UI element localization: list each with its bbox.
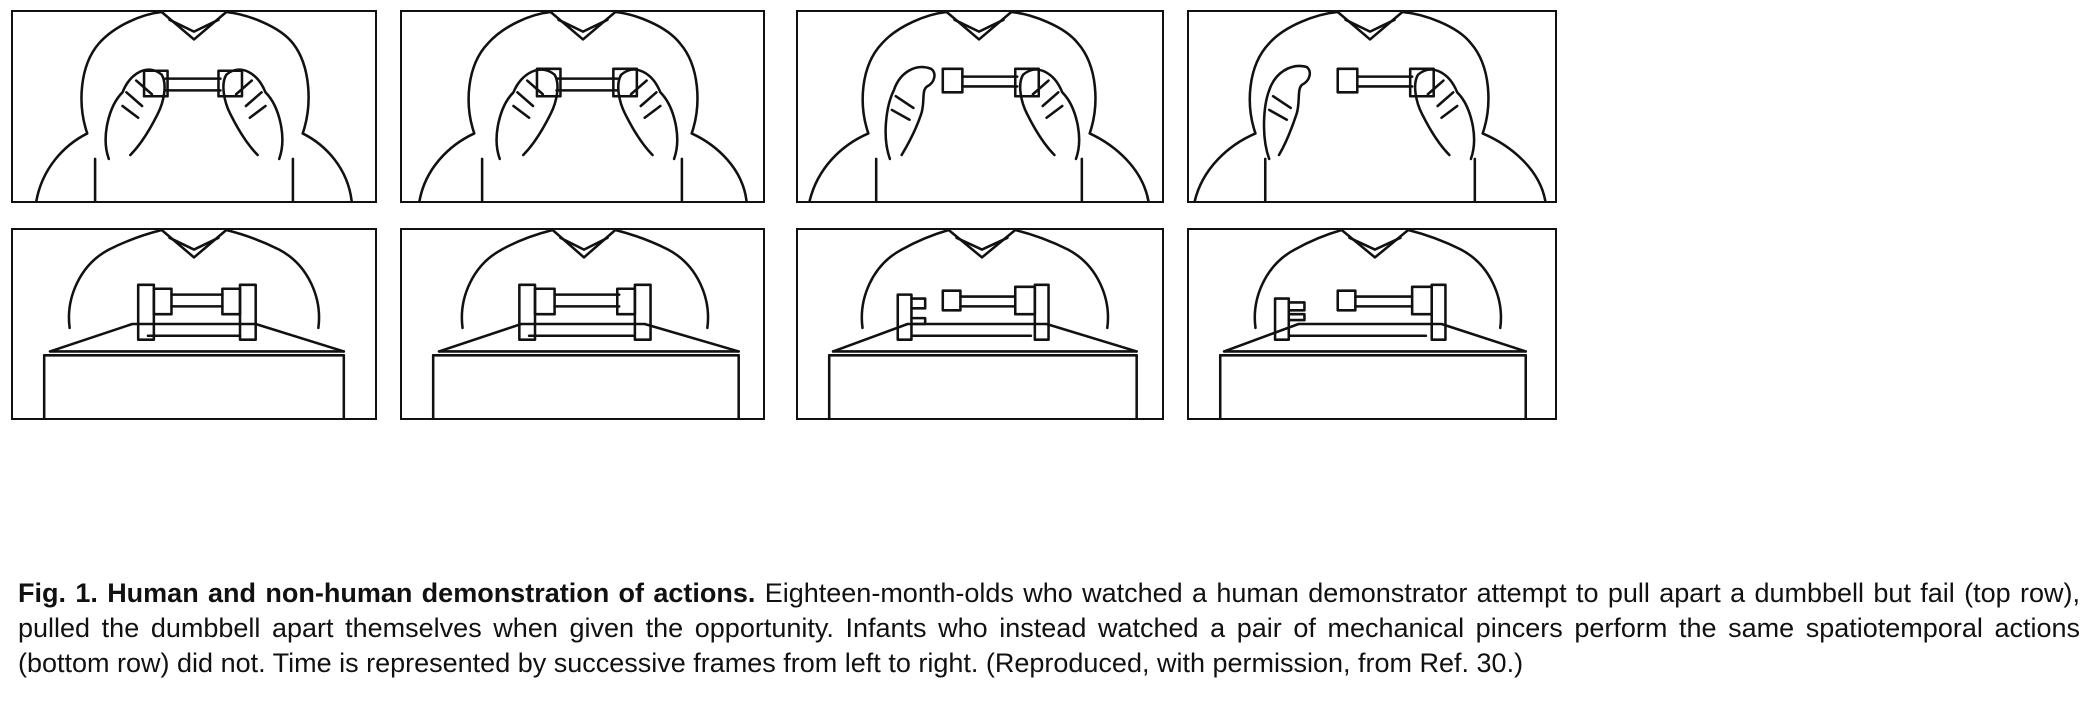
figure-caption-text: Eighteen-month-olds who watched a human … — [18, 578, 2080, 678]
figure-label: Fig. 1. — [18, 578, 98, 608]
human-frame-3-drawing — [808, 10, 1150, 203]
human-frame-1-drawing — [35, 10, 353, 203]
pincers-frame-2 — [400, 228, 765, 420]
human-frame-4 — [1187, 10, 1557, 203]
pincers-frame-3 — [796, 228, 1164, 420]
pincers-frame-3-drawing — [827, 228, 1138, 420]
pincers-frame-4-drawing — [1218, 228, 1528, 420]
pincers-frame-2-drawing — [431, 228, 740, 420]
figure-caption: Fig. 1. Human and non-human demonstratio… — [18, 576, 2080, 681]
figure-panels — [11, 10, 1557, 420]
human-frame-2 — [400, 10, 765, 203]
human-frame-2-drawing — [418, 10, 748, 203]
pincers-frame-4 — [1187, 228, 1557, 420]
human-frame-4-drawing — [1193, 10, 1547, 203]
pincers-frame-1 — [11, 228, 377, 420]
pincers-frame-1-drawing — [42, 228, 346, 420]
human-frame-1 — [11, 10, 377, 203]
human-frame-3 — [796, 10, 1164, 203]
figure-title: Human and non-human demonstration of act… — [107, 578, 756, 608]
